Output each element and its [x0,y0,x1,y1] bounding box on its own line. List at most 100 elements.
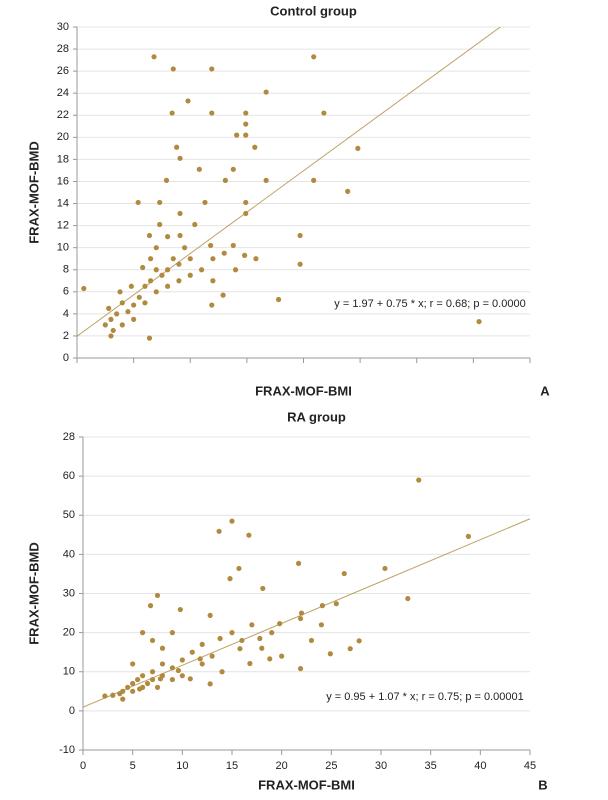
point [239,637,245,644]
point [263,177,269,183]
y-tick-label: 4 [63,308,69,320]
point [170,66,176,72]
point [110,327,116,334]
point [234,132,240,138]
point [277,621,283,627]
point [165,267,171,273]
point [476,318,482,325]
y-tick-label: 8 [63,264,69,276]
point [319,603,325,609]
point [318,622,324,628]
point [237,646,243,652]
point [263,89,269,95]
y-tick-label: 6 [63,286,69,298]
point [221,250,227,256]
point [136,294,142,300]
chart-title: RA group [287,409,346,424]
y-tick-label: 28 [63,431,75,443]
y-tick-label: 30 [57,21,69,33]
y-axis-label: FRAX-MOF-BMD [26,141,41,244]
y-tick-label: 18 [57,153,69,165]
point [216,528,222,534]
x-tick-label: 35 [425,760,437,772]
point [311,177,317,183]
point [341,570,347,577]
point [196,166,202,172]
point [142,300,148,306]
point [149,669,156,675]
y-tick-label: 10 [57,242,69,254]
point [120,688,126,694]
point [140,673,146,679]
point [117,289,123,295]
point [119,300,125,306]
point [119,322,125,328]
y-tick-label: 2 [63,330,69,342]
x-tick-label: 10 [176,760,188,772]
x-axis-label: FRAX-MOF-BMI [255,383,352,398]
point [227,576,233,582]
chart-title: Control group [270,3,357,18]
y-tick-label: 28 [57,43,69,55]
y-tick-label: 22 [57,109,69,121]
point [267,656,273,662]
x-axis-label: FRAX-MOF-BMI [258,777,355,792]
point [169,665,175,671]
point [157,221,163,228]
point [220,292,226,298]
point [135,676,141,683]
point [465,533,472,539]
y-tick-label: 16 [57,175,69,187]
point [199,661,205,667]
point [140,264,146,271]
panel-label: A [540,383,550,398]
point [345,188,351,194]
point [187,256,193,262]
point [356,638,362,644]
point [208,242,214,249]
y-tick-label: 26 [57,65,69,77]
point [247,660,253,667]
point [192,221,198,228]
y-tick-label: 30 [63,587,75,599]
x-tick-label: 25 [325,760,337,772]
y-tick-label: 0 [69,705,75,717]
point [169,110,175,116]
y-tick-label: 20 [57,131,69,143]
point [230,242,236,249]
point [311,54,317,60]
point [151,54,157,60]
point [242,252,248,258]
point [246,532,252,538]
point [209,653,215,659]
point [148,278,154,284]
point [147,603,154,609]
point [243,132,249,138]
x-tick-label: 0 [80,760,86,772]
y-tick-label: 24 [57,87,69,99]
point [142,283,148,289]
point [243,110,249,116]
point [149,676,156,683]
point [144,680,151,687]
point [165,283,171,289]
x-tick-label: 45 [524,760,536,772]
point [153,267,159,273]
point [125,684,131,691]
point [355,145,361,151]
point [131,302,137,308]
point [219,669,225,675]
point [108,333,114,339]
point [102,693,108,699]
point [257,635,263,642]
y-tick-label: -10 [59,744,75,756]
y-tick-label: 50 [63,509,75,521]
point [165,234,171,240]
point [176,278,182,284]
point [102,322,108,328]
point [259,645,265,651]
point [120,696,126,702]
annotation: y = 1.97 + 0.75 * x; r = 0.68; p = 0.000… [334,298,525,310]
point [236,565,242,572]
